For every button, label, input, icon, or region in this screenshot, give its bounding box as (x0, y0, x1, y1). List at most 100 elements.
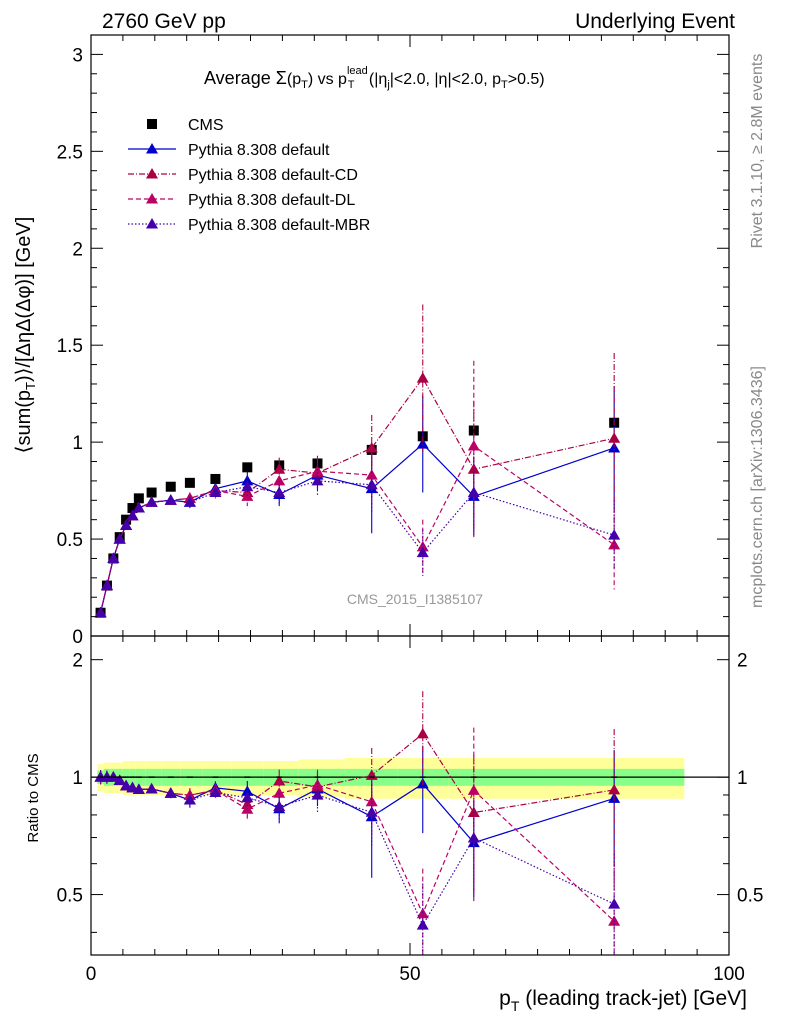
ratio-tick-label-left: 2 (72, 651, 83, 672)
point-dl (311, 465, 324, 476)
point-cd (416, 372, 429, 383)
legend-label-default: Pythia 8.308 default (188, 142, 330, 159)
point-mbr (311, 474, 324, 486)
plot-title: Average Σ(pT) vs plead T (|ηj|<2.0, |η|<2… (204, 65, 545, 91)
legend-marker-default (146, 143, 158, 154)
ratio-point-dl (365, 795, 378, 807)
point-dl (608, 538, 621, 550)
series-line-cd (99, 377, 615, 613)
ratio-tick-label-left: 1 (72, 768, 83, 789)
main-plot-frame (90, 34, 730, 637)
ratio-panel-series (94, 691, 621, 955)
point-default (608, 441, 621, 453)
ratio-point-default (241, 785, 254, 796)
y-tick-label: 2 (72, 239, 83, 260)
ratio-point-mbr (416, 919, 429, 930)
cms-point (127, 503, 138, 514)
ratio-point-dl (467, 784, 480, 795)
point-mbr (126, 509, 139, 521)
ratio-point-dl (416, 907, 429, 919)
ratio-axis-label: Ratio to CMS (25, 753, 42, 842)
rivet-label: Rivet 3.1.10, ≥ 2.8M events (749, 54, 766, 249)
point-mbr (416, 546, 429, 558)
y-tick-label: 3 (72, 45, 83, 66)
point-dl (273, 474, 286, 486)
point-mbr (164, 494, 177, 505)
axes-frames: 0 50 100 0 0.5 1 1.5 2 2.5 3 0.5 0.5 1 1 2 2 (57, 34, 763, 985)
legend-marker-dl (146, 193, 158, 204)
legend-label-cd: Pythia 8.308 default-CD (188, 167, 358, 184)
cms-point (242, 462, 253, 473)
cms-point (165, 481, 176, 492)
point-mbr (120, 519, 133, 530)
point-cd (608, 432, 621, 443)
cms-point (146, 487, 157, 498)
legend-label-cms: CMS (188, 117, 224, 134)
mcplots-label: mcplots.cern.ch [arXiv:1306.3436] (749, 366, 766, 608)
legend-marker-cms (147, 119, 157, 129)
cms-point (133, 493, 144, 504)
legend-marker-cd (146, 168, 158, 179)
point-dl (467, 440, 480, 451)
ratio-line-cd (100, 732, 615, 814)
ratio-point-mbr (113, 774, 126, 785)
y-tick-label: 1.5 (57, 336, 83, 357)
ratio-line-mbr (100, 776, 615, 927)
legend-label-dl: Pythia 8.308 default-DL (188, 192, 355, 209)
ratio-point-mbr (132, 783, 145, 794)
ratio-point-mbr (183, 794, 196, 805)
x-axis-label: pT (leading track-jet) [GeV] (499, 987, 747, 1014)
cms-point (468, 425, 479, 436)
ratio-tick-label-right: 2 (737, 651, 748, 672)
y-tick-label: 0.5 (57, 530, 83, 551)
ratio-point-mbr (241, 791, 254, 803)
ratio-point-mbr (273, 800, 286, 811)
ratio-point-mbr (608, 898, 621, 909)
ratio-point-mbr (164, 787, 177, 798)
header-left: 2760 GeV pp (102, 10, 226, 33)
point-mbr (100, 579, 113, 591)
series-line-default (99, 443, 615, 613)
point-mbr (145, 496, 158, 507)
cms-point (184, 477, 195, 488)
ratio-point-dl (273, 787, 286, 798)
point-mbr (107, 552, 120, 563)
point-mbr (183, 496, 196, 507)
legend: CMS Pythia 8.308 default Pythia 8.308 defa… (128, 117, 370, 234)
ratio-point-cd (273, 775, 286, 786)
legend-marker-mbr (146, 218, 158, 229)
point-dl (365, 469, 378, 480)
x-tick-label: 0 (86, 964, 97, 985)
point-mbr (608, 529, 621, 540)
ratio-tick-label-left: 0.5 (57, 886, 83, 907)
ratio-point-mbr (311, 789, 324, 800)
point-mbr (113, 533, 126, 544)
ratio-tick-label-right: 0.5 (737, 886, 763, 907)
point-mbr (132, 502, 145, 513)
ratio-point-mbr (467, 832, 480, 843)
y-axis-label: ⟨sum(pT)⟩/[ΔηΔ(Δφ)] [GeV] (13, 217, 38, 454)
point-mbr (467, 486, 480, 498)
ratio-point-cd (416, 727, 429, 739)
y-tick-label: 0 (72, 627, 83, 648)
point-cd (273, 463, 286, 474)
point-mbr (241, 480, 254, 492)
main-panel-series (94, 304, 621, 618)
ratio-point-mbr (145, 782, 158, 794)
point-default (416, 438, 429, 449)
legend-label-mbr: Pythia 8.308 default-MBR (188, 217, 370, 234)
point-mbr (94, 606, 107, 618)
y-tick-label: 2.5 (57, 142, 83, 163)
cms-point (210, 473, 221, 484)
ratio-point-cd (608, 783, 621, 795)
point-default (241, 474, 254, 486)
series-line-dl (99, 445, 615, 613)
ratio-point-mbr (365, 806, 378, 817)
ratio-point-dl (311, 778, 324, 790)
ratio-point-mbr (209, 786, 222, 797)
point-mbr (209, 486, 222, 498)
point-mbr (273, 486, 286, 498)
ratio-tick-label-right: 1 (737, 768, 748, 789)
y-tick-label: 1 (72, 433, 83, 454)
